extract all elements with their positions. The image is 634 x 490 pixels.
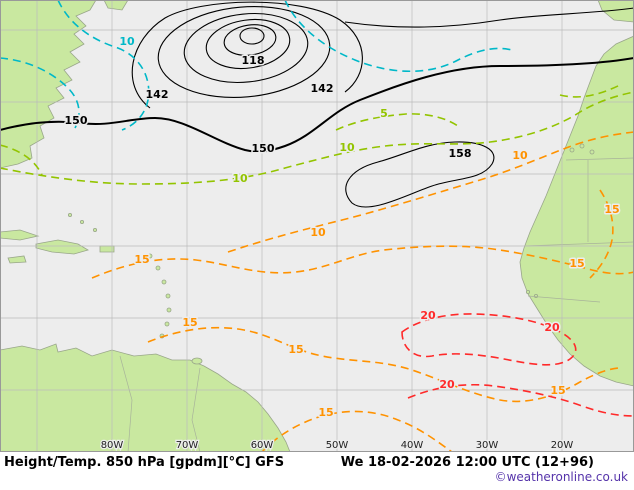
height-contour-ring	[223, 24, 277, 56]
lon-label: 60W	[251, 440, 274, 451]
isotherm-label: 20	[420, 309, 436, 322]
height-contour-ring	[183, 13, 309, 83]
height-contour-158	[345, 141, 495, 208]
isotherm-path	[0, 144, 43, 176]
isotherm-label: 10	[310, 226, 326, 239]
isotherm-path	[227, 131, 634, 253]
island-cape-verde	[534, 293, 539, 298]
island-antilles	[161, 279, 167, 285]
land-iberia	[597, 0, 634, 23]
height-contour-150	[0, 57, 634, 153]
isotherm-path	[0, 57, 80, 129]
isotherm-path	[91, 245, 634, 279]
isotherm-label: 10	[232, 172, 248, 185]
land-south-america	[0, 343, 291, 452]
longitude-labels: 80W 70W 60W 50W 40W 30W 20W	[99, 439, 574, 452]
border-line	[191, 367, 201, 452]
height-label: 150	[65, 114, 88, 127]
isotherm-path	[284, 0, 513, 73]
lon-label: 80W	[101, 440, 124, 451]
border-line	[119, 355, 133, 452]
land-africa	[519, 35, 634, 387]
isotherm-path	[335, 113, 459, 131]
weather-map: 118 142 142 150 150 158 10 5 10 10 10 10…	[0, 0, 634, 452]
map-title: Height/Temp. 850 hPa [gpdm][°C] GFS	[4, 455, 285, 470]
isotherms-cold	[0, 0, 513, 131]
isotherm-label: 15	[288, 343, 303, 356]
lon-label: 30W	[476, 440, 499, 451]
height-contour-ring	[239, 27, 265, 45]
border-line	[565, 157, 634, 161]
lon-label: 40W	[401, 440, 424, 451]
lon-label: 50W	[326, 440, 349, 451]
isotherm-label: 15	[604, 203, 619, 216]
isotherm-label: 10	[339, 141, 355, 154]
height-label: 118	[242, 54, 265, 67]
island-antilles	[166, 307, 172, 313]
height-contour-ring	[205, 18, 291, 70]
island-jamaica	[7, 255, 27, 264]
island-trinidad	[191, 357, 203, 365]
isotherm-label: 20	[544, 321, 560, 334]
isotherm-path	[0, 91, 634, 185]
isotherm-label: 15	[569, 257, 584, 270]
caption-bar: Height/Temp. 850 hPa [gpdm][°C] GFS We 1…	[0, 452, 634, 470]
lon-label: 70W	[176, 440, 199, 451]
isotherm-path	[407, 383, 634, 417]
isotherms-hot	[401, 313, 634, 417]
height-label: 150	[252, 142, 275, 155]
map-datetime: We 18-02-2026 12:00 UTC (12+96)	[340, 455, 594, 470]
copyright-row: ©weatheronline.co.uk	[0, 470, 634, 484]
map-area: 118 142 142 150 150 158 10 5 10 10 10 10…	[0, 0, 634, 452]
isotherm-path	[57, 0, 150, 131]
land-masses	[0, 0, 634, 452]
isotherm-label: 15	[134, 253, 149, 266]
isotherm-label: 20	[439, 378, 455, 391]
border-line	[523, 241, 634, 247]
height-contour-top	[344, 7, 634, 28]
island-hispaniola	[35, 239, 89, 255]
isotherm-path	[261, 410, 453, 452]
isotherm-label: 15	[182, 316, 197, 329]
isotherm-path	[401, 313, 577, 366]
island-canaries	[589, 149, 595, 155]
island-bahamas	[80, 219, 85, 224]
height-contours	[0, 1, 634, 208]
island-cuba	[0, 229, 40, 241]
isotherm-path	[559, 83, 623, 98]
island-antilles	[165, 293, 171, 299]
isotherm-label: 10	[119, 35, 135, 48]
height-label: 158	[449, 147, 472, 160]
island-canaries	[579, 143, 585, 149]
island-antilles	[147, 253, 153, 259]
island-canaries	[569, 147, 575, 153]
island-antilles	[164, 321, 170, 327]
height-label: 142	[146, 88, 169, 101]
border-line	[527, 295, 601, 303]
lon-label: 20W	[551, 440, 574, 451]
height-contour-ring	[157, 5, 331, 99]
island-bahamas	[93, 227, 98, 232]
island-antilles	[155, 265, 161, 271]
isotherms-warm	[91, 131, 634, 452]
isotherm-label: 5	[380, 107, 388, 120]
height-contour-outer	[131, 1, 363, 109]
land-newfoundland	[103, 0, 129, 11]
isotherm-path	[147, 326, 621, 403]
island-cape-verde	[526, 289, 531, 294]
isotherm-path	[589, 189, 614, 279]
grid-lines-vertical	[36, 0, 563, 452]
island-bahamas	[68, 212, 73, 217]
isotherm-label: 15	[550, 384, 565, 397]
grid-lines-horizontal	[0, 29, 634, 391]
isotherm-label: 10	[512, 149, 528, 162]
contour-labels: 118 142 142 150 150 158 10 5 10 10 10 10…	[63, 34, 621, 421]
height-label: 142	[311, 82, 334, 95]
isotherm-label: 15	[318, 406, 333, 419]
isotherms-mild	[0, 83, 634, 185]
copyright-link[interactable]: ©weatheronline.co.uk	[494, 470, 628, 484]
